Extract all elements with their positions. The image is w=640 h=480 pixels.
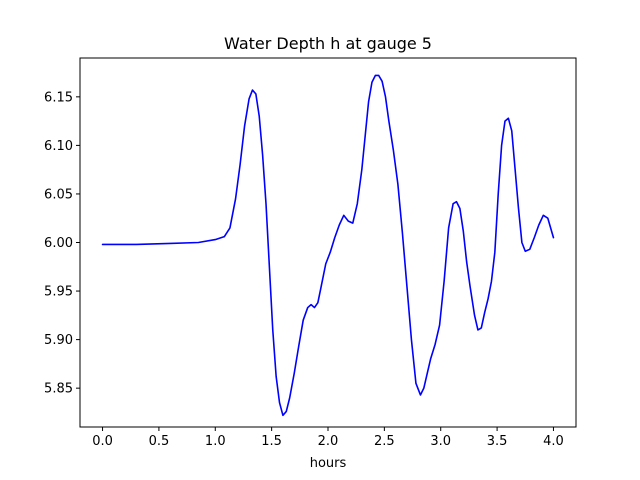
x-tick-label: 3.0 xyxy=(430,434,451,449)
x-tick-label: 1.0 xyxy=(205,434,226,449)
x-tick-label: 3.5 xyxy=(487,434,508,449)
y-tick-label: 5.95 xyxy=(44,285,73,300)
x-tick-label: 2.0 xyxy=(318,434,339,449)
x-tick-label: 4.0 xyxy=(543,434,564,449)
plot-area xyxy=(101,74,555,417)
y-tick-label: 6.00 xyxy=(44,236,73,251)
x-tick-label: 0.0 xyxy=(92,434,113,449)
x-tick-label: 0.5 xyxy=(149,434,170,449)
x-axis-title: hours xyxy=(310,456,347,471)
x-axis: 0.0 0.5 1.0 1.5 2.0 2.5 3.0 3.5 4.0 xyxy=(92,427,564,449)
y-tick-label: 6.05 xyxy=(44,187,73,202)
chart-title: Water Depth h at gauge 5 xyxy=(224,34,432,53)
x-tick-label: 2.5 xyxy=(374,434,395,449)
x-tick-label: 1.5 xyxy=(261,434,282,449)
series-line xyxy=(101,74,555,417)
axes-frame xyxy=(79,57,577,428)
y-tick-label: 5.85 xyxy=(44,382,73,397)
y-tick-label: 6.10 xyxy=(44,139,73,154)
y-tick-label: 5.90 xyxy=(44,333,73,348)
y-axis: 5.85 5.90 5.95 6.00 6.05 6.10 6.15 xyxy=(44,90,80,397)
y-tick-label: 6.15 xyxy=(44,90,73,105)
